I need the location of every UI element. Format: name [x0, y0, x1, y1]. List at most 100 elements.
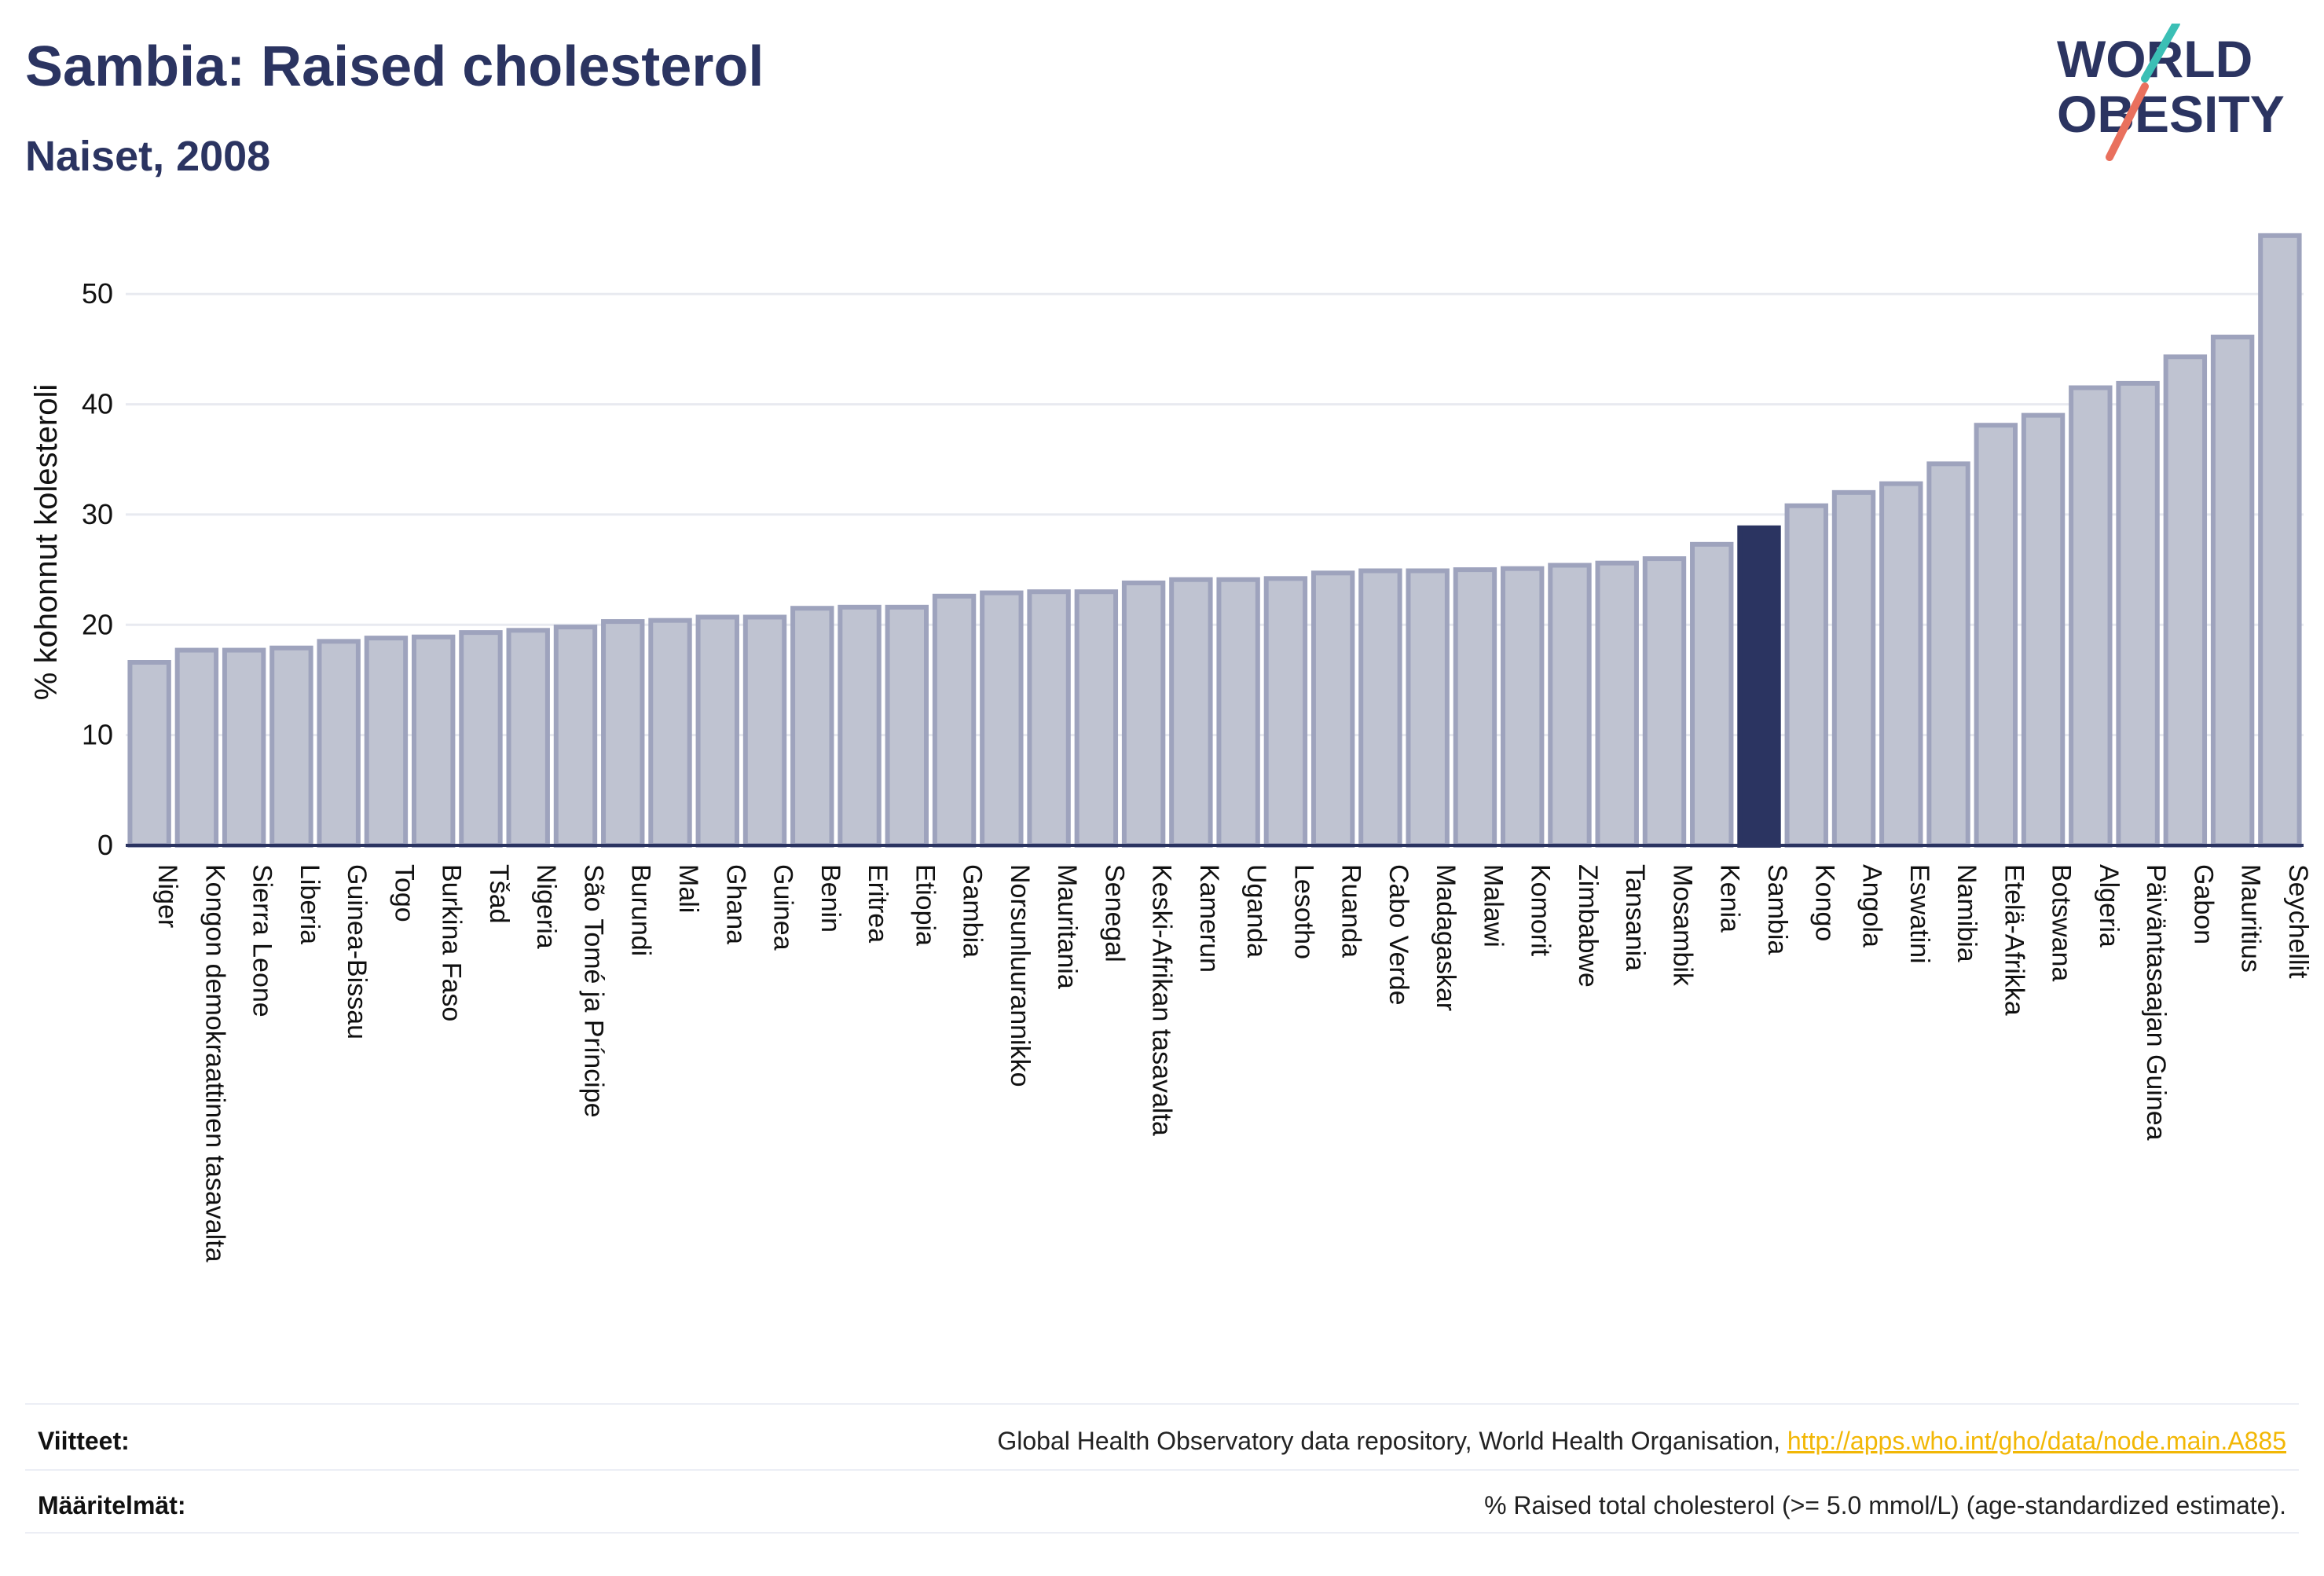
- x-tick-label: Eswatini: [1904, 864, 1934, 964]
- bar[interactable]: [1358, 568, 1402, 848]
- bar[interactable]: [2069, 385, 2113, 848]
- bar[interactable]: [2116, 380, 2160, 848]
- x-tick-label: Gambia: [958, 864, 988, 958]
- bar[interactable]: [459, 630, 503, 848]
- x-tick-label: Tšad: [484, 864, 514, 924]
- bar[interactable]: [980, 590, 1024, 848]
- x-tick-label: Nigeria: [531, 864, 561, 949]
- bar[interactable]: [2021, 412, 2066, 848]
- bar[interactable]: [1690, 541, 1734, 848]
- x-tick-label: Senegal: [1099, 864, 1129, 962]
- x-tick-label: Gabon: [2188, 864, 2218, 944]
- sources-label: Viitteet:: [38, 1427, 130, 1455]
- bar[interactable]: [2258, 233, 2302, 848]
- bar[interactable]: [1548, 563, 1592, 848]
- bar[interactable]: [648, 618, 692, 848]
- x-tick-label: Zimbabwe: [1573, 864, 1603, 988]
- bar[interactable]: [1263, 576, 1308, 848]
- logo-slash-teal: [2141, 24, 2180, 82]
- bar[interactable]: [2163, 354, 2208, 848]
- bar[interactable]: [127, 660, 171, 848]
- x-tick-label: Tansania: [1620, 864, 1650, 971]
- bar[interactable]: [932, 593, 977, 848]
- x-tick-label: Norsunluurannikko: [1005, 864, 1035, 1087]
- x-tick-label: Guinea-Bissau: [342, 864, 372, 1039]
- bar[interactable]: [506, 628, 550, 848]
- bar[interactable]: [1406, 568, 1450, 848]
- x-tick-label: Malawi: [1478, 864, 1508, 947]
- x-tick-label: Liberia: [295, 864, 324, 944]
- x-tick-label: Benin: [816, 864, 845, 933]
- sources-description: Global Health Observatory data repositor…: [997, 1427, 1787, 1455]
- bar[interactable]: [2210, 334, 2255, 848]
- x-tick-label: Seychellit: [2283, 864, 2313, 979]
- bar[interactable]: [1642, 556, 1687, 848]
- bar[interactable]: [222, 647, 266, 848]
- x-tick-label: Togo: [389, 864, 419, 922]
- y-tick-label: 50: [82, 277, 113, 310]
- x-tick-label: Kenia: [1715, 864, 1745, 933]
- logo-text-obesity: OBESITY: [2057, 85, 2285, 143]
- bar[interactable]: [1500, 566, 1545, 848]
- bar[interactable]: [364, 636, 409, 848]
- bar[interactable]: [553, 625, 598, 848]
- x-tick-label: Uganda: [1241, 864, 1271, 958]
- bar[interactable]: [1737, 525, 1781, 848]
- x-tick-label: Komorit: [1526, 864, 1556, 957]
- bar[interactable]: [1027, 589, 1071, 848]
- x-tick-label: Botswana: [2047, 864, 2077, 981]
- x-tick-label: Eritrea: [863, 864, 893, 943]
- x-tick-label: Mauritania: [1052, 864, 1082, 989]
- bar[interactable]: [1784, 503, 1828, 848]
- x-tick-label: Ruanda: [1336, 864, 1366, 958]
- bar[interactable]: [838, 604, 882, 848]
- x-tick-label: Ghana: [720, 864, 750, 944]
- page-subtitle: Naiset, 2008: [25, 133, 271, 180]
- x-tick-label: Burundi: [626, 864, 656, 956]
- x-tick-label: Sambia: [1762, 864, 1792, 955]
- bar[interactable]: [1879, 481, 1923, 848]
- x-tick-label: Etelä-Afrikka: [1999, 864, 2029, 1016]
- x-tick-label: Mosambik: [1667, 864, 1697, 987]
- x-tick-label: Madagaskar: [1431, 864, 1461, 1011]
- bar[interactable]: [1169, 577, 1213, 848]
- x-tick-label: Keski-Afrikan tasavalta: [1147, 864, 1177, 1136]
- bar-chart: 0 10 20 30 40 50 Niger Kongon demokraattinen t…: [29, 233, 2313, 1263]
- bars: [127, 233, 2302, 848]
- x-tick-label: Guinea: [768, 864, 798, 951]
- sources-link[interactable]: http://apps.who.int/gho/data/node.main.A…: [1787, 1427, 2286, 1455]
- bar[interactable]: [885, 604, 929, 848]
- sources-text: Global Health Observatory data repositor…: [997, 1427, 2286, 1456]
- x-tick-label: Burkina Faso: [437, 864, 467, 1021]
- bar[interactable]: [317, 639, 361, 848]
- category-labels: Niger Kongon demokraattinen tasavalta Sier…: [152, 864, 2313, 1263]
- x-tick-label: Päiväntasaajan Guinea: [2141, 864, 2171, 1141]
- bar[interactable]: [695, 614, 739, 848]
- x-tick-label: São Tomé ja Príncipe: [578, 864, 608, 1118]
- bar[interactable]: [742, 614, 787, 848]
- x-tick-label: Kongo: [1809, 864, 1839, 941]
- logo-slash-coral: [2106, 82, 2149, 161]
- bar[interactable]: [174, 647, 219, 848]
- bar[interactable]: [1216, 577, 1260, 848]
- definitions-label: Määritelmät:: [38, 1491, 186, 1519]
- axes: 0 10 20 30 40 50: [82, 277, 2304, 861]
- bar[interactable]: [1121, 580, 1166, 848]
- bar[interactable]: [790, 606, 834, 848]
- bar[interactable]: [1074, 589, 1119, 848]
- x-tick-label: Mauritius: [2236, 864, 2266, 973]
- x-tick-label: Namibia: [1952, 864, 1981, 962]
- bar[interactable]: [601, 619, 645, 848]
- x-tick-label: Lesotho: [1288, 864, 1318, 959]
- bar[interactable]: [1453, 567, 1497, 848]
- bar[interactable]: [269, 645, 313, 848]
- bar[interactable]: [1831, 489, 1876, 848]
- bar[interactable]: [1595, 560, 1639, 848]
- bar[interactable]: [1974, 423, 2018, 848]
- bar[interactable]: [1310, 570, 1355, 848]
- definitions-text: % Raised total cholesterol (>= 5.0 mmol/…: [1484, 1491, 2286, 1519]
- y-tick-label: 40: [82, 388, 113, 420]
- x-tick-label: Etiopia: [910, 864, 940, 946]
- bar[interactable]: [1926, 461, 1970, 848]
- bar[interactable]: [411, 634, 456, 848]
